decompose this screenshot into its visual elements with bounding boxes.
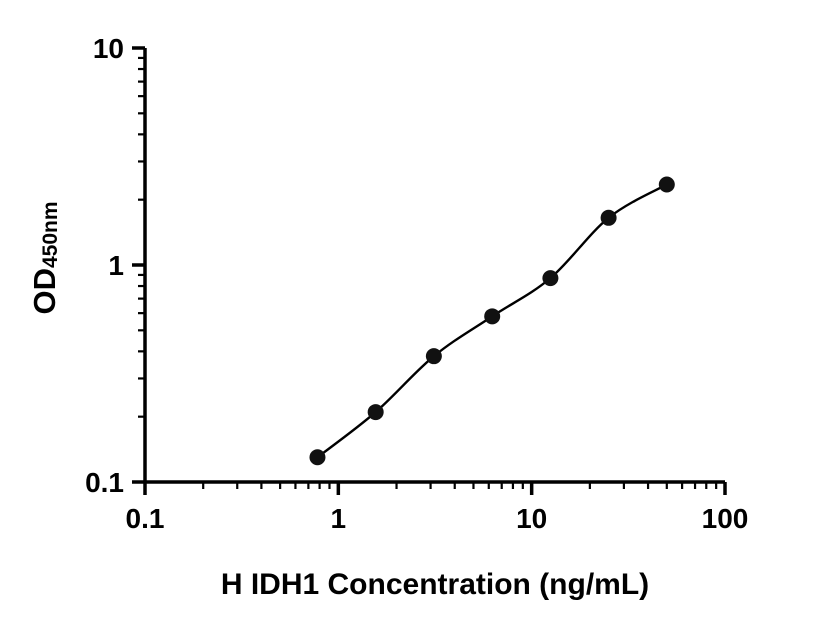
data-point [658,176,675,193]
x-tick-label: 100 [702,503,749,534]
y-tick-label: 1 [108,250,124,281]
data-point [600,209,617,226]
x-axis-title: H IDH1 Concentration (ng/mL) [221,568,649,601]
y-axis-title: OD450nm [27,201,62,314]
y-axis-title-main: OD [27,268,62,315]
data-point [542,270,559,287]
data-point [484,308,501,325]
data-point [367,404,384,421]
x-tick-label: 10 [516,503,547,534]
plot-area: 0.1 1 10 100 0.1 1 10 [85,33,748,534]
data-point [425,348,442,365]
x-tick-label: 1 [331,503,347,534]
y-tick-label: 0.1 [85,467,124,498]
y-tick-label: 10 [93,33,124,64]
x-tick-label: 0.1 [126,503,165,534]
y-axis-title-subscript: 450nm [39,201,62,268]
data-point [309,449,326,466]
